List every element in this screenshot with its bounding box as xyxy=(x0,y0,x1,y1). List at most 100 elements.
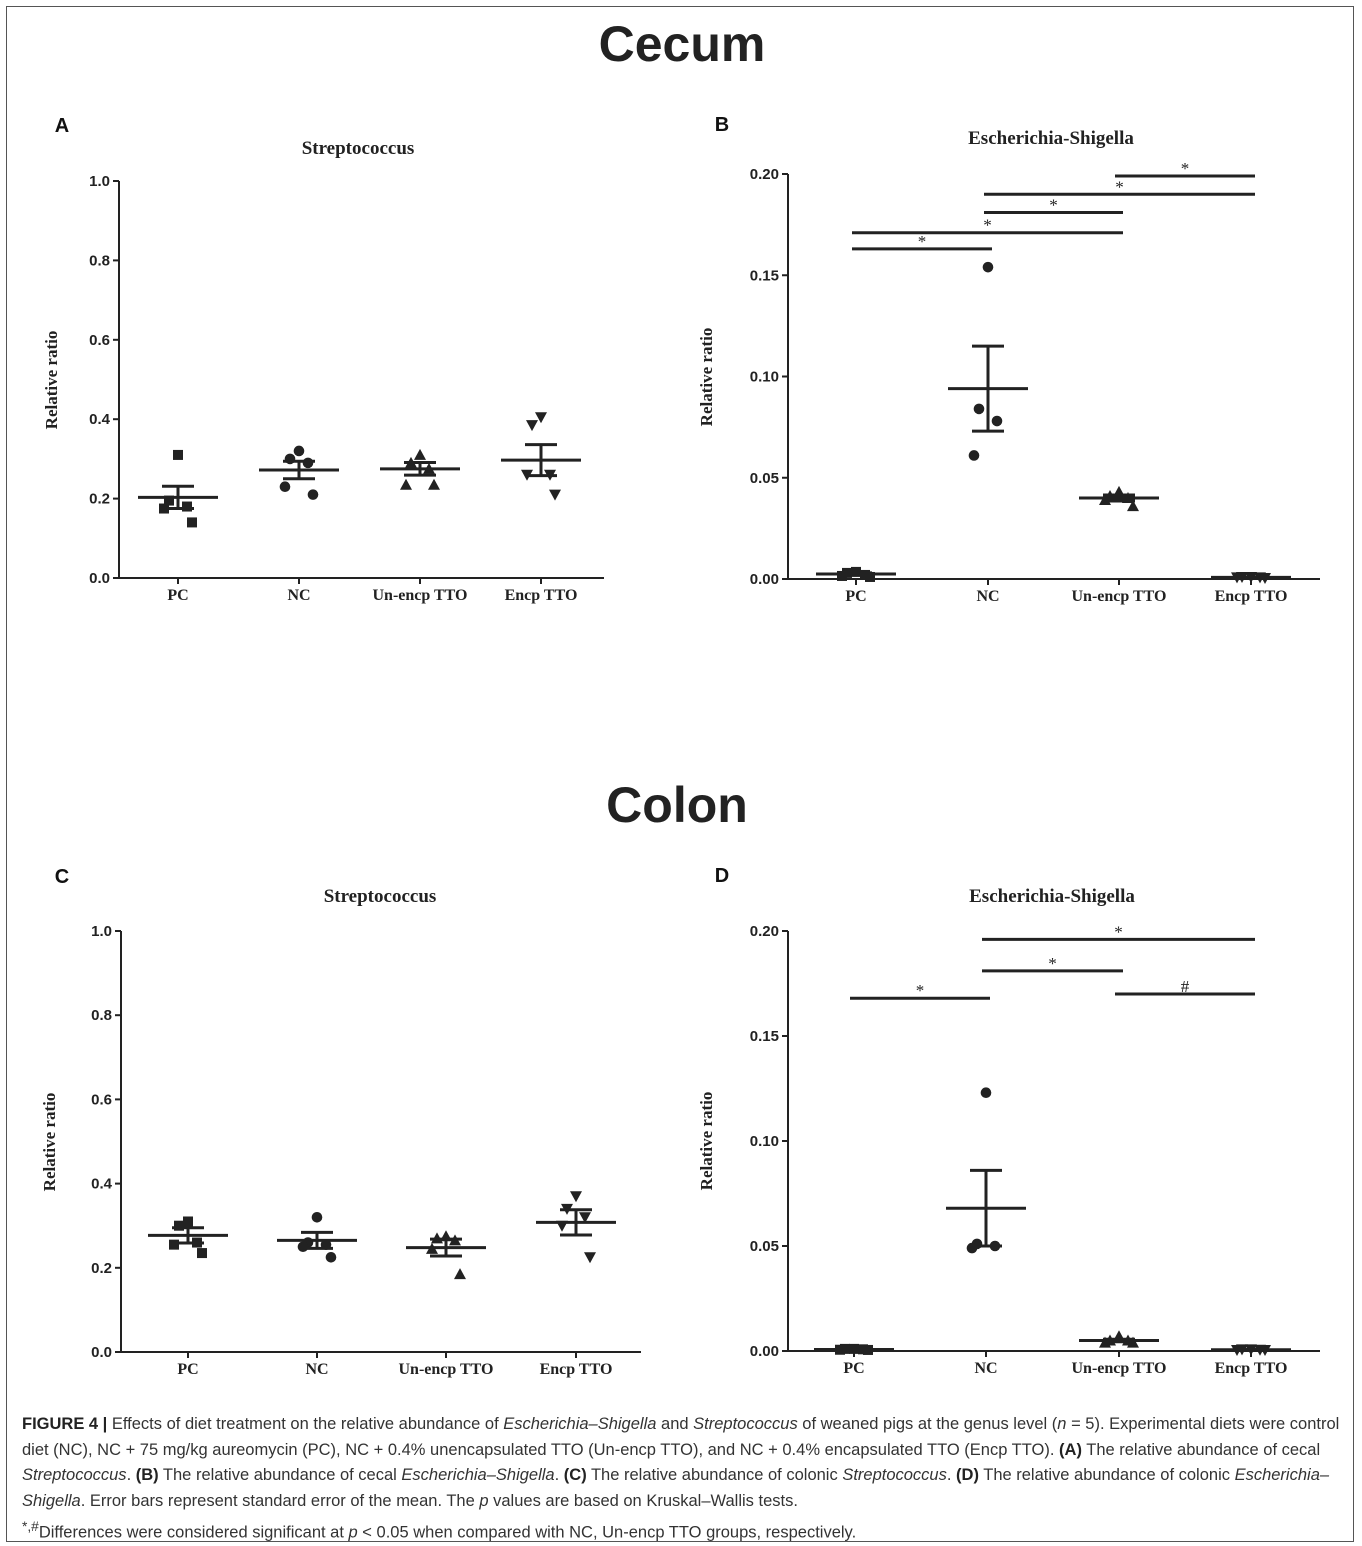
data-point xyxy=(1127,500,1139,512)
group-encp-tto xyxy=(1211,1344,1291,1356)
y-tick-label: 0.20 xyxy=(750,923,779,940)
y-axis-label: Relative ratio xyxy=(697,328,716,427)
data-point xyxy=(169,1239,179,1250)
x-category-label: Un-encp TTO xyxy=(399,1361,494,1378)
group-nc xyxy=(259,445,339,500)
y-tick-label: 0.6 xyxy=(89,332,110,349)
panel-a-cecal-streptococcus: A Streptococcus 0.0 0.2 0.4 0.6 0.8 1.0 Relative… xyxy=(42,115,604,604)
y-axis-label: Relative ratio xyxy=(697,1092,716,1191)
caption-italic: p xyxy=(348,1523,358,1542)
y-tick-label: 0.00 xyxy=(750,1343,779,1360)
group-un-encp-tto xyxy=(406,1230,486,1280)
x-category-label: PC xyxy=(177,1361,198,1378)
data-point xyxy=(174,1220,184,1231)
data-point xyxy=(966,1242,978,1254)
panel-letter: D xyxy=(715,865,729,887)
data-point xyxy=(973,403,985,415)
panel-c-colonic-streptococcus: C Streptococcus 0.0 0.2 0.4 0.6 0.8 1.0 Relative… xyxy=(40,866,641,1378)
panel-title: Streptococcus xyxy=(302,138,415,159)
caption-text: The relative abundance of cecal xyxy=(158,1466,402,1484)
caption-text: The relative abundance of colonic xyxy=(586,1466,843,1484)
panel-letter: A xyxy=(55,115,69,137)
data-point xyxy=(579,1212,591,1224)
data-point xyxy=(400,478,412,490)
group-encp-tto xyxy=(1211,571,1291,584)
data-point xyxy=(187,517,197,528)
significance-label: * xyxy=(1049,195,1058,214)
caption-panel-ref-a: (A) xyxy=(1059,1440,1082,1459)
caption-text: . Error bars represent standard error of… xyxy=(80,1491,480,1510)
significance-label: # xyxy=(1181,977,1190,996)
caption-text: The relative abundance of colonic xyxy=(978,1466,1235,1484)
caption-panel-ref-c: (C) xyxy=(563,1466,587,1484)
figure-canvas: Cecum Colon A Streptococcus 0.0 0.2 0.4 0.6 0.… xyxy=(40,16,1320,1378)
y-tick-label: 0.20 xyxy=(750,166,779,183)
figure-frame xyxy=(6,6,1354,1542)
data-point xyxy=(183,1216,193,1227)
panel-title: Escherichia-Shigella xyxy=(968,128,1134,149)
y-axis-label: Relative ratio xyxy=(42,331,61,430)
caption-text: < 0.05 when compared with NC, Un-encp TT… xyxy=(357,1523,857,1542)
caption-text: and xyxy=(656,1415,694,1433)
caption-italic: Escherichia–Shigella xyxy=(22,1466,1330,1510)
y-tick-label: 0.15 xyxy=(750,267,779,284)
panel-d-colonic-escherichia-shigella: D Escherichia-Shigella 0.00 0.05 0.10 0.15 0.2… xyxy=(697,865,1320,1377)
y-tick-label: 0.4 xyxy=(89,411,111,428)
y-tick-label: 0.2 xyxy=(91,1260,112,1277)
group-pc xyxy=(814,1343,894,1355)
x-category-label: Encp TTO xyxy=(540,1361,613,1378)
x-category-label: Encp TTO xyxy=(1215,1360,1288,1377)
figure-caption: FIGURE 4 | Effects of diet treatment on … xyxy=(22,1412,1342,1546)
y-axis-label: Relative ratio xyxy=(40,1093,59,1192)
data-point xyxy=(980,1087,992,1098)
y-tick-label: 0.0 xyxy=(91,1344,112,1361)
y-tick-label: 0.10 xyxy=(750,1133,779,1150)
panel-b-cecal-escherichia-shigella: B Escherichia-Shigella 0.00 0.05 0.10 0.15 0.2… xyxy=(697,114,1320,605)
caption-italic: Streptococcus xyxy=(693,1415,798,1433)
data-point xyxy=(414,448,426,460)
y-tick-label: 1.0 xyxy=(89,173,110,190)
y-tick-label: 0.8 xyxy=(89,252,110,269)
y-tick-label: 0.0 xyxy=(89,570,110,587)
data-point xyxy=(968,450,980,461)
caption-text: of weaned pigs at the genus level ( xyxy=(797,1415,1058,1433)
y-tick-label: 0.15 xyxy=(750,1028,779,1045)
y-tick-label: 0.05 xyxy=(750,470,779,487)
significance-label: * xyxy=(916,981,925,1000)
group-nc xyxy=(277,1211,357,1263)
group-pc xyxy=(816,566,896,582)
data-point xyxy=(279,481,291,492)
group-pc xyxy=(138,449,218,528)
data-point xyxy=(325,1251,337,1263)
y-tick-label: 0.10 xyxy=(750,369,779,386)
group-encp-tto xyxy=(501,412,581,501)
group-pc xyxy=(148,1216,228,1259)
caption-text: The relative abundance of cecal xyxy=(1081,1440,1321,1459)
caption-panel-ref-b: (B) xyxy=(135,1466,159,1484)
panel-letter: B xyxy=(715,114,729,136)
y-tick-label: 0.2 xyxy=(89,491,110,508)
significance-label: * xyxy=(1048,954,1057,973)
x-category-label: NC xyxy=(305,1361,328,1378)
group-nc xyxy=(948,261,1028,461)
caption-italic: n xyxy=(1057,1415,1067,1433)
y-tick-label: 0.05 xyxy=(750,1238,779,1255)
significance-label: * xyxy=(983,216,992,235)
x-category-label: NC xyxy=(976,588,999,605)
data-point xyxy=(428,478,440,490)
data-point xyxy=(454,1268,466,1280)
x-category-label: PC xyxy=(845,588,866,605)
x-category-label: Un-encp TTO xyxy=(1072,1360,1167,1377)
data-point xyxy=(549,489,561,501)
x-category-label: NC xyxy=(287,587,310,604)
caption-text: values are based on Kruskal–Wallis tests… xyxy=(488,1491,798,1510)
y-tick-label: 0.8 xyxy=(91,1007,112,1024)
y-tick-label: 0.6 xyxy=(91,1091,112,1108)
caption-superscript: *,# xyxy=(22,1519,39,1534)
caption-italic: Escherichia–Shigella xyxy=(503,1415,657,1433)
significance-label: * xyxy=(1114,922,1123,941)
x-category-label: Encp TTO xyxy=(1215,588,1288,605)
y-tick-label: 1.0 xyxy=(91,923,112,940)
y-tick-label: 0.4 xyxy=(91,1176,113,1193)
x-category-label: NC xyxy=(974,1360,997,1377)
